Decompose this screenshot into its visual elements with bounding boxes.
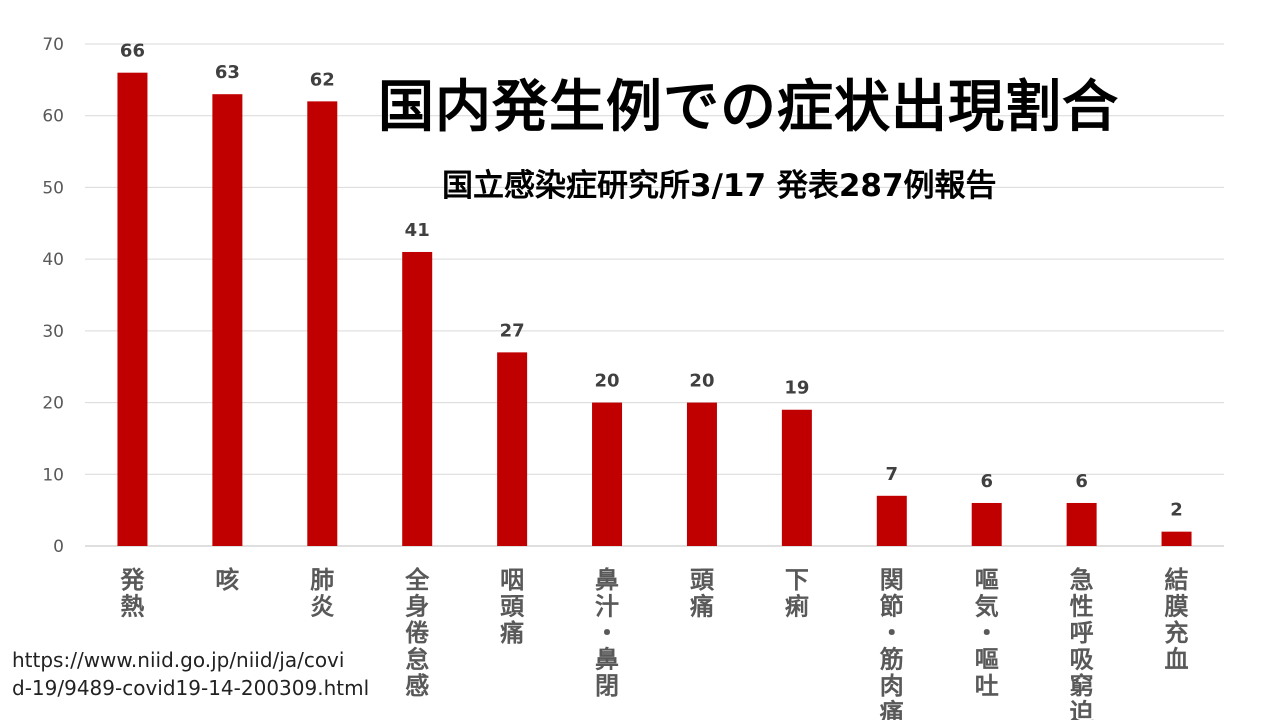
- data-label: 7: [886, 464, 899, 485]
- y-tick-label: 70: [42, 35, 64, 55]
- y-tick-label: 0: [53, 537, 64, 557]
- bar: [117, 72, 148, 546]
- x-tick-label: 咳: [215, 566, 239, 594]
- y-tick-label: 40: [42, 250, 64, 270]
- source-url-line-1: https://www.niid.go.jp/niid/ja/covi: [12, 648, 345, 672]
- y-tick-label: 50: [42, 178, 64, 198]
- data-label: 66: [120, 41, 145, 62]
- source-url[interactable]: https://www.niid.go.jp/niid/ja/covi d-19…: [12, 646, 412, 702]
- x-tick-label: 急性呼吸窮迫: [1070, 566, 1095, 720]
- bar: [1066, 502, 1097, 546]
- x-tick-label: 頭痛: [690, 566, 715, 621]
- y-tick-label: 60: [42, 107, 64, 127]
- bar: [876, 495, 907, 546]
- bar: [402, 251, 433, 546]
- bar: [686, 402, 717, 546]
- data-label: 20: [595, 371, 620, 392]
- data-label: 6: [1075, 471, 1088, 492]
- bar: [212, 94, 243, 546]
- x-tick-label: 関節・筋肉痛: [879, 566, 904, 720]
- chart-subtitle: 国立感染症研究所3/17 発表287例報告: [442, 168, 997, 204]
- bar: [592, 402, 623, 546]
- x-tick-label: 全身倦怠感: [404, 566, 430, 700]
- data-label: 20: [689, 371, 714, 392]
- data-label: 41: [405, 220, 430, 241]
- y-tick-label: 10: [42, 465, 64, 485]
- x-tick-label: 肺炎: [310, 566, 334, 621]
- x-tick-label: 発熱: [119, 566, 145, 621]
- bar: [1161, 531, 1192, 546]
- chart-title: 国内発生例での症状出現割合: [378, 75, 1119, 140]
- data-label: 2: [1170, 500, 1183, 521]
- bar: [497, 352, 528, 546]
- data-label: 62: [310, 69, 335, 90]
- x-tick-label: 鼻汁・鼻閉: [595, 566, 619, 700]
- bar: [781, 409, 812, 546]
- data-label: 63: [215, 62, 240, 83]
- x-tick-label: 下痢: [785, 566, 809, 621]
- bar: [307, 101, 338, 546]
- x-tick-label: 結膜充血: [1164, 566, 1189, 674]
- source-url-line-2: d-19/9489-covid19-14-200309.html: [12, 676, 370, 700]
- data-label: 27: [500, 320, 525, 341]
- y-tick-label: 20: [42, 394, 64, 414]
- y-tick-label: 30: [42, 322, 64, 342]
- bar: [971, 502, 1002, 546]
- x-tick-label: 咽頭痛: [500, 566, 525, 647]
- data-label: 19: [784, 378, 809, 399]
- data-label: 6: [980, 471, 993, 492]
- x-tick-label: 嘔気・嘔吐: [975, 566, 999, 700]
